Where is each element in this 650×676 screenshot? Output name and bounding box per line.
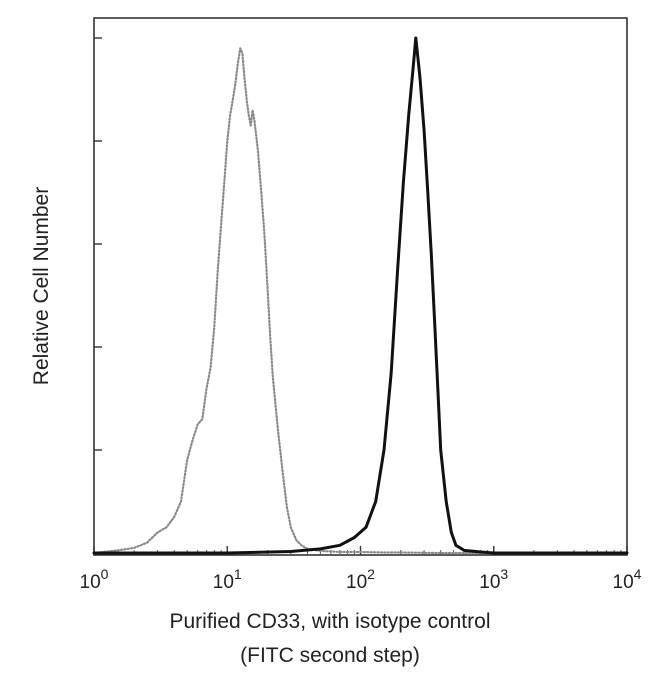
x-tick-labels: 100 101 102 103 104 [80, 566, 642, 593]
y-axis-ticks [94, 37, 102, 554]
x-tick-label: 104 [613, 566, 642, 593]
x-tick-label: 100 [80, 566, 109, 593]
isotype-control-series [92, 47, 629, 555]
cd33-series [92, 36, 629, 555]
x-axis-title-line-2: (FITC second step) [240, 644, 420, 667]
y-axis-title: Relative Cell Number [30, 187, 53, 385]
x-tick-label: 103 [479, 566, 508, 593]
series-layer [92, 36, 629, 555]
x-tick-label: 101 [213, 566, 242, 593]
x-axis-title-line-1: Purified CD33, with isotype control [170, 610, 491, 633]
plot-frame [93, 17, 628, 556]
x-tick-label: 102 [346, 566, 375, 593]
